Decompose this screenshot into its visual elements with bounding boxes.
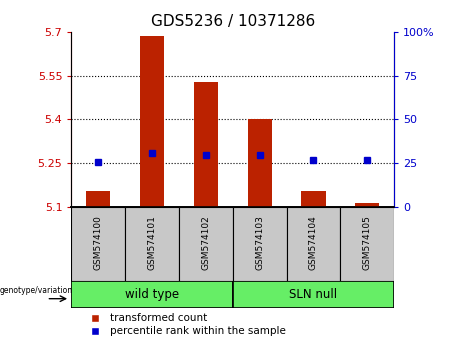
Bar — [340, 207, 394, 281]
Legend: transformed count, percentile rank within the sample: transformed count, percentile rank withi… — [84, 313, 285, 336]
Bar — [233, 281, 394, 308]
Bar — [71, 281, 233, 308]
Bar — [355, 203, 379, 207]
Bar — [287, 207, 340, 281]
Text: GSM574100: GSM574100 — [94, 215, 103, 270]
Bar — [233, 207, 287, 281]
Bar — [125, 207, 179, 281]
Text: SLN null: SLN null — [290, 288, 337, 301]
Bar — [248, 119, 272, 207]
Text: GSM574104: GSM574104 — [309, 215, 318, 270]
Text: GSM574101: GSM574101 — [148, 215, 157, 270]
Text: GSM574105: GSM574105 — [363, 215, 372, 270]
Text: wild type: wild type — [125, 288, 179, 301]
Bar — [71, 207, 125, 281]
Bar — [86, 191, 111, 207]
Text: GSM574103: GSM574103 — [255, 215, 264, 270]
Bar — [301, 191, 325, 207]
Title: GDS5236 / 10371286: GDS5236 / 10371286 — [151, 14, 315, 29]
Bar — [179, 207, 233, 281]
Bar — [140, 36, 164, 207]
Text: GSM574102: GSM574102 — [201, 215, 210, 270]
Text: genotype/variation: genotype/variation — [0, 286, 72, 295]
Bar — [194, 81, 218, 207]
